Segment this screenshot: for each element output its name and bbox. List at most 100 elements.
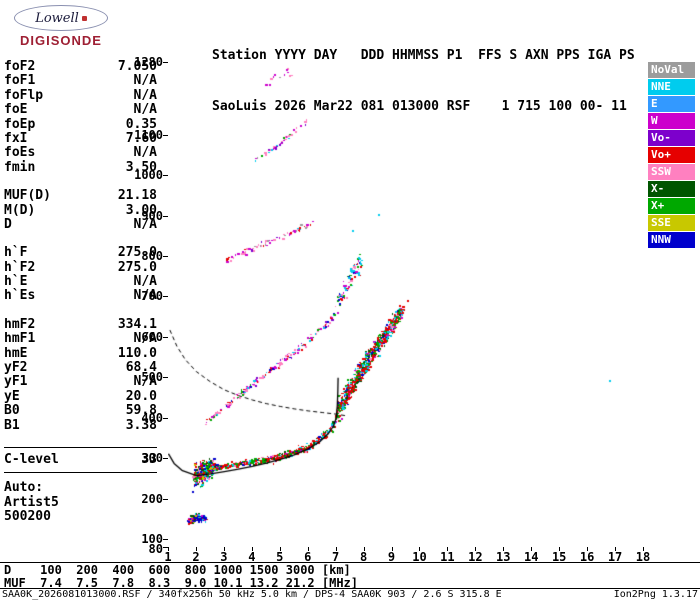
logo-red-mark-icon: [81, 15, 87, 21]
param-value: 110.0: [117, 345, 157, 361]
y-tick-label: 600: [141, 329, 163, 344]
param-row-foEp: foEp 0.35: [4, 117, 157, 132]
x-tick-label: 18: [635, 550, 651, 564]
x-tick-mark: [419, 547, 421, 551]
param-label: D: [4, 216, 12, 232]
x-tick-label: 12: [468, 550, 483, 564]
x-tick-mark: [363, 547, 365, 551]
param-row-h`E: h`E N/A: [4, 274, 157, 290]
param-row-yF2: yF2 68.4: [4, 360, 157, 375]
param-groups: foF2 7.050 foF1 N/A foFlp N/A foE N/A foEp 0.35 fx…: [4, 59, 157, 433]
clevel-row: C-level 33: [4, 451, 157, 467]
param-value: N/A: [133, 274, 157, 290]
param-group: hmF2 334.1 hmF1 N/A hmE 110.0 yF2 68.4 yF1 N/A yE 2…: [4, 316, 157, 433]
param-value: N/A: [133, 87, 157, 103]
x-tick-mark: [335, 547, 337, 551]
x-tick-mark: [195, 547, 197, 551]
param-row-h`Es: h`Es N/A: [4, 288, 157, 304]
param-value: N/A: [133, 331, 157, 347]
x-tick-label: 8: [359, 550, 368, 564]
y-tick-mark: [163, 336, 168, 338]
footer-program-version: Ion2Png 1.3.17: [613, 589, 698, 600]
param-label: h`F2: [4, 259, 36, 275]
y-tick-label: 800: [141, 249, 163, 263]
auto-block: Auto: Artist5 500200: [4, 480, 157, 525]
x-tick-mark: [447, 547, 449, 551]
x-tick-label: 17: [607, 550, 623, 564]
dmuf-table: D 100 200 400 600 800 1000 1500 3000 [km…: [4, 564, 358, 589]
y-tick-mark: [163, 417, 168, 419]
x-tick-label: 7: [332, 550, 340, 564]
x-tick-label: 9: [387, 550, 396, 564]
param-value: 7.60: [125, 130, 157, 146]
auto-line: Artist5: [4, 494, 59, 510]
param-row-h`F: h`F 275.0: [4, 245, 157, 261]
param-row-fxI: fxI 7.60: [4, 130, 157, 146]
y-tick-label: 400: [141, 410, 163, 425]
x-tick-label: 13: [496, 550, 511, 564]
param-row-foF2: foF2 7.050: [4, 59, 157, 74]
param-label: foFlp: [4, 87, 44, 103]
param-label: foF2: [4, 59, 36, 74]
param-value: 3.38: [125, 417, 157, 433]
x-tick-mark: [223, 547, 225, 551]
clevel-value: 33: [141, 451, 157, 467]
param-label: foE: [4, 102, 28, 118]
param-row-B0: B0 59.8: [4, 403, 157, 418]
y-tick-mark: [163, 134, 168, 136]
param-value: 275.0: [117, 259, 157, 275]
legend-item-SSW: SSW: [648, 164, 695, 180]
y-tick-mark: [163, 256, 168, 257]
dmuf-row-D: D 100 200 400 600 800 1000 1500 3000 [km…: [4, 563, 351, 577]
x-tick-label: 16: [579, 550, 595, 564]
param-row-foEs: foEs N/A: [4, 145, 157, 160]
param-label: hmE: [4, 345, 28, 361]
param-label: h`E: [4, 274, 28, 290]
param-row-hmF2: hmF2 334.1: [4, 316, 157, 332]
clevel-label: C-level: [4, 451, 59, 467]
x-tick-mark: [587, 547, 589, 551]
param-row-B1: B1 3.38: [4, 417, 157, 433]
param-value: N/A: [133, 374, 157, 390]
y-tick-mark: [163, 175, 168, 177]
param-label: fmin: [4, 159, 36, 175]
legend-item-W: W: [648, 113, 695, 129]
x-tick-label: 6: [304, 550, 312, 564]
auto-line: Auto:: [4, 480, 44, 496]
legend-item-Vo-: Vo-: [648, 130, 695, 146]
logo-digisonde-text: DIGISONDE: [20, 33, 102, 48]
x-tick-mark: [391, 547, 393, 551]
clevel-separator-top: [4, 446, 157, 448]
param-label: hmF1: [4, 331, 36, 347]
legend-item-NNW: NNW: [648, 232, 695, 248]
y-tick-label: 1100: [134, 127, 163, 142]
x-tick-mark: [503, 547, 505, 551]
param-row-foFlp: foFlp N/A: [4, 87, 157, 103]
param-value: 3.00: [125, 202, 157, 218]
param-label: h`F: [4, 245, 28, 261]
param-value: N/A: [133, 73, 157, 89]
dmuf-row-MUF: MUF 7.4 7.5 7.8 8.3 9.0 10.1 13.2 21.2 […: [4, 575, 359, 590]
footer: SAA0K_2026081013000.RSF / 340fx256h 50 k…: [2, 590, 698, 600]
y-tick-mark: [163, 547, 168, 548]
param-group: h`F 275.0 h`F2 275.0 h`E N/A h`Es N/A: [4, 245, 157, 304]
x-tick-mark: [559, 547, 561, 551]
param-row-hmF1: hmF1 N/A: [4, 331, 157, 347]
lowell-digisonde-logo: Lowell DIGISONDE: [8, 5, 114, 48]
x-tick-mark: [475, 547, 477, 551]
legend-item-X+: X+: [648, 198, 695, 214]
param-row-foF1: foF1 N/A: [4, 73, 157, 89]
param-value: N/A: [133, 288, 157, 304]
x-tick-mark: [279, 547, 281, 551]
param-row-D: D N/A: [4, 216, 157, 232]
param-label: hmF2: [4, 316, 36, 332]
x-tick-mark: [168, 547, 169, 551]
auto-line: 500200: [4, 509, 51, 525]
param-row-hmE: hmE 110.0: [4, 345, 157, 361]
y-tick-mark: [163, 538, 168, 540]
param-row-foE: foE N/A: [4, 102, 157, 118]
param-value: N/A: [133, 102, 157, 118]
y-tick-mark: [163, 215, 168, 217]
logo-oval: Lowell: [14, 5, 108, 31]
logo-lowell-text: Lowell: [35, 10, 79, 26]
